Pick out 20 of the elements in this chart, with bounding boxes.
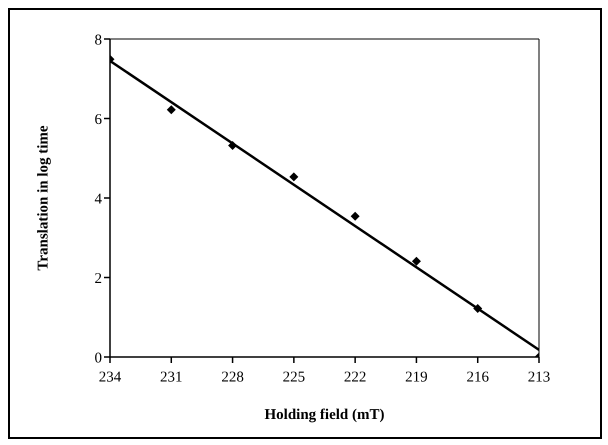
x-tick-label: 222 bbox=[344, 370, 366, 386]
y-tick-label: 2 bbox=[94, 270, 102, 287]
point bbox=[289, 172, 298, 182]
point bbox=[412, 256, 421, 266]
y-tick-label: 0 bbox=[94, 350, 102, 366]
x-tick-label: 231 bbox=[160, 370, 183, 386]
x-tick-label: 216 bbox=[466, 370, 490, 386]
x-tick-label: 234 bbox=[98, 370, 122, 386]
y-tick-label: 4 bbox=[94, 191, 102, 208]
y-tick-label: 6 bbox=[94, 112, 102, 128]
x-tick-label: 228 bbox=[221, 370, 244, 386]
point bbox=[473, 304, 482, 314]
y-tick-label: 8 bbox=[94, 32, 102, 48]
x-tick-label: 219 bbox=[405, 370, 428, 386]
x-tick-label: 225 bbox=[282, 370, 306, 386]
point bbox=[166, 105, 176, 114]
x-tick-label: 213 bbox=[528, 370, 550, 386]
point bbox=[350, 212, 360, 221]
y-axis-title: Translation in log time bbox=[35, 125, 52, 271]
x-axis-title: Holding field (mT) bbox=[264, 407, 385, 423]
